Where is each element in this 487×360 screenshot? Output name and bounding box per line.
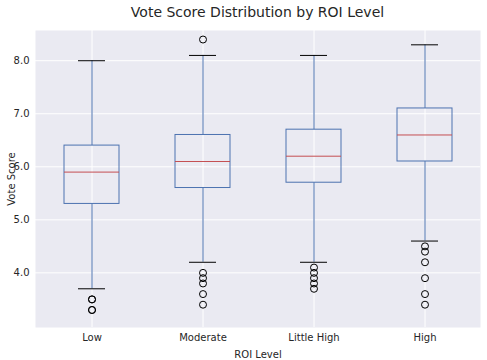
svg-text:Low: Low [82, 332, 102, 343]
svg-text:5.0: 5.0 [14, 214, 30, 225]
svg-text:7.0: 7.0 [14, 108, 30, 119]
svg-text:6.0: 6.0 [13, 161, 30, 172]
svg-text:Vote Score: Vote Score [6, 152, 17, 205]
svg-text:High: High [414, 332, 437, 343]
svg-text:Little High: Little High [288, 332, 339, 343]
svg-text:ROI Level: ROI Level [234, 349, 281, 360]
svg-text:8.0: 8.0 [14, 55, 30, 66]
html-text:Vote Score Distribution by ROI: Vote Score Distribution by ROI Level [130, 4, 385, 20]
svg-text:Moderate: Moderate [179, 332, 227, 343]
svg-text:4.0: 4.0 [14, 267, 30, 278]
